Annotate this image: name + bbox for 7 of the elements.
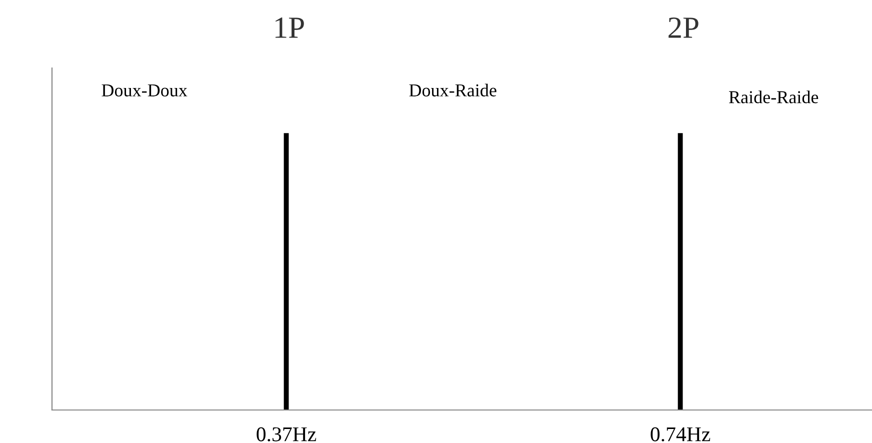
x-tick-label: 0.37Hz <box>256 427 316 442</box>
text: Doux-Raide <box>409 84 496 96</box>
text: Raide-Raide <box>729 90 818 104</box>
x-tick-label: 0.74Hz <box>650 427 710 442</box>
text: 2P <box>668 17 698 38</box>
text: Doux-Doux <box>102 84 188 96</box>
text: 1P <box>276 18 304 38</box>
